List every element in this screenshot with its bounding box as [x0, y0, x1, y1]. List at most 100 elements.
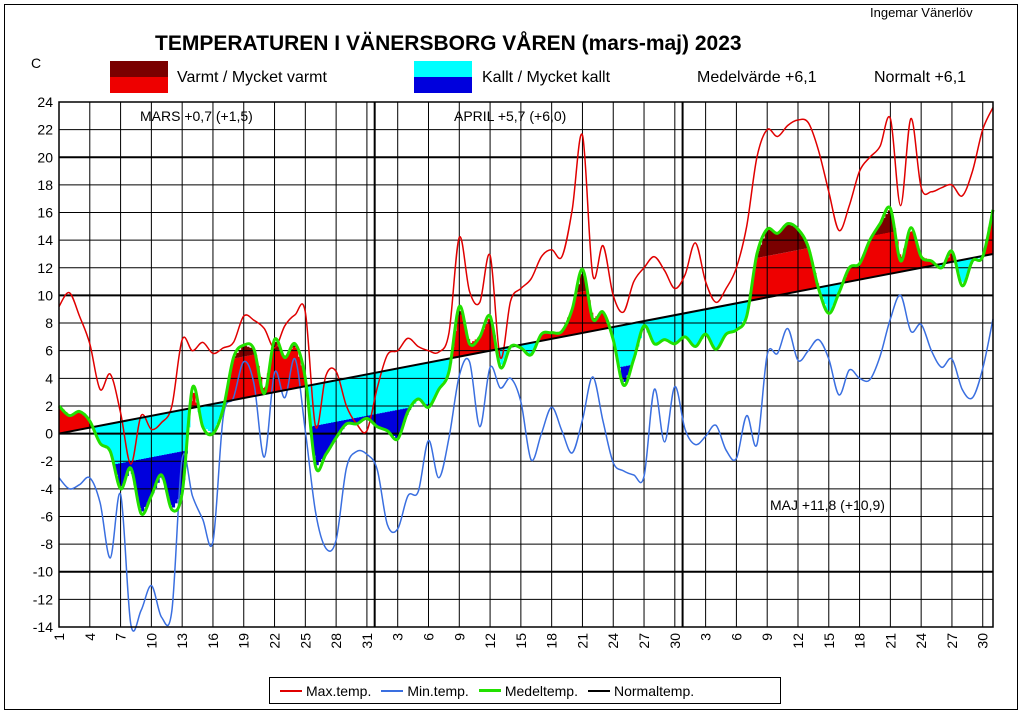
cold-anomaly-slice: [700, 309, 704, 339]
very-warm-anomaly-slice: [774, 232, 779, 255]
cold-anomaly-slice: [130, 419, 135, 461]
warm-anomaly-slice: [459, 314, 463, 357]
cold-anomaly-slice: [395, 368, 399, 411]
y-tick-label: -12: [33, 591, 53, 607]
y-tick-label: -8: [41, 536, 54, 552]
x-tick-label: 27: [636, 633, 652, 649]
y-tick-label: -6: [41, 508, 54, 524]
cold-anomaly-slice: [420, 363, 424, 403]
y-tick-label: 8: [45, 315, 53, 331]
cold-anomaly-slice: [613, 326, 617, 346]
cold-anomaly-slice: [682, 313, 686, 338]
warm-anomaly-slice: [787, 251, 791, 294]
warm-anomaly-slice: [477, 337, 481, 353]
cold-anomaly-slice: [102, 424, 106, 447]
cold-anomaly-slice: [623, 324, 627, 367]
cold-anomaly-slice: [636, 322, 640, 347]
legend-item-normal: Normaltemp.: [587, 683, 694, 699]
very-cold-anomaly-slice: [348, 419, 353, 424]
plot-area-border: [58, 101, 994, 628]
cold-anomaly-slice: [359, 375, 363, 418]
very-cold-anomaly-slice: [148, 457, 152, 498]
warm-anomaly-slice: [782, 252, 786, 295]
cold-anomaly-slice: [364, 374, 368, 417]
cold-anomaly-slice: [659, 317, 663, 342]
mean-value-label: Medelvärde +6,1: [697, 69, 817, 86]
very-cold-anomaly-slice: [356, 417, 360, 424]
warm-anomaly-slice: [569, 312, 573, 336]
warm-anomaly-slice: [900, 256, 904, 272]
grid-layer: [58, 101, 993, 628]
cold-anomaly-slice: [341, 379, 345, 421]
warm-anomaly-slice: [910, 231, 915, 270]
y-tick-label: -2: [41, 453, 54, 469]
cold-anomaly-slice: [413, 365, 417, 404]
very-warm-anomaly-slice: [874, 229, 879, 235]
cold-anomaly-slice: [502, 347, 507, 360]
normal-value-label: Normalt +6,1: [874, 69, 967, 86]
warm-anomaly-slice: [256, 365, 260, 396]
cold-anomaly-slice: [202, 405, 206, 428]
very-cold-anomaly-slice: [372, 414, 376, 424]
legend-swatch-min: [381, 689, 404, 692]
very-cold-anomaly-slice: [323, 423, 327, 456]
cold-anomaly-slice: [692, 311, 696, 346]
x-tick-label: 24: [605, 633, 621, 649]
month-note-maj: MAJ +11,8 (+10,9): [770, 497, 885, 513]
cold-anomaly-slice: [687, 312, 691, 341]
cold-anomaly-slice: [323, 382, 327, 424]
very-warm-anomaly-slice: [241, 346, 245, 357]
warm-anomaly-slice: [887, 232, 891, 274]
very-cold-anomaly-slice: [400, 409, 404, 429]
warm-anomaly-slice: [808, 252, 812, 290]
very-cold-anomaly-slice: [384, 412, 389, 431]
very-cold-anomaly-slice: [315, 425, 319, 466]
cold-anomaly-slice: [446, 358, 450, 374]
cold-anomaly-slice: [159, 414, 163, 456]
warm-anomaly-slice: [456, 315, 460, 357]
warm-anomaly-slice: [803, 248, 807, 291]
cold-anomaly-slice: [633, 322, 637, 355]
y-tick-label: 14: [37, 232, 53, 248]
warm-anomaly-slice: [846, 270, 850, 282]
very-cold-anomaly-slice: [133, 460, 137, 486]
warm-anomaly-slice: [87, 419, 91, 428]
cold-anomaly-slice: [731, 304, 735, 332]
x-tick-label: 21: [882, 633, 898, 649]
cold-anomaly-slice: [738, 302, 743, 325]
cold-anomaly-slice: [615, 326, 619, 357]
x-tick-label: 1: [51, 633, 67, 641]
cold-anomaly-slice: [133, 419, 137, 461]
cold-anomaly-slice: [531, 342, 535, 353]
warm-anomaly-slice: [297, 356, 301, 388]
x-tick-label: 7: [113, 633, 129, 641]
warm-swatch: [110, 77, 168, 93]
cold-anomaly-slice: [148, 416, 152, 458]
warm-anomaly-slice: [756, 257, 761, 300]
y-tick-label: 6: [45, 343, 53, 359]
cold-anomaly-slice: [354, 376, 358, 419]
cold-anomaly-slice: [110, 423, 114, 457]
very-warm-anomaly-slice: [577, 284, 581, 293]
warm-anomaly-slice: [582, 291, 586, 333]
very-cold-anomaly-slice: [425, 404, 430, 407]
warm-anomaly-slice: [810, 262, 814, 289]
x-tick-label: 6: [420, 633, 436, 641]
warm-anomaly-slice: [590, 312, 594, 332]
warm-anomaly-slice: [277, 349, 281, 392]
warm-anomaly-slice: [602, 315, 607, 329]
warm-anomaly-slice: [800, 249, 804, 291]
very-warm-anomaly-slice: [785, 224, 789, 253]
cold-anomaly-slice: [431, 361, 435, 401]
warm-anomaly-slice: [572, 304, 576, 335]
cold-anomaly-slice: [400, 367, 404, 410]
warm-anomaly-slice: [82, 415, 86, 429]
cold-anomaly-slice: [210, 404, 214, 433]
very-cold-anomaly-slice: [318, 424, 322, 463]
very-warm-anomaly-slice: [885, 214, 889, 234]
warm-key-label: Varmt / Mycket varmt: [177, 69, 327, 86]
cold-anomaly-slice: [528, 343, 532, 354]
warm-anomaly-slice: [490, 322, 494, 351]
warm-anomaly-slice: [869, 238, 874, 278]
